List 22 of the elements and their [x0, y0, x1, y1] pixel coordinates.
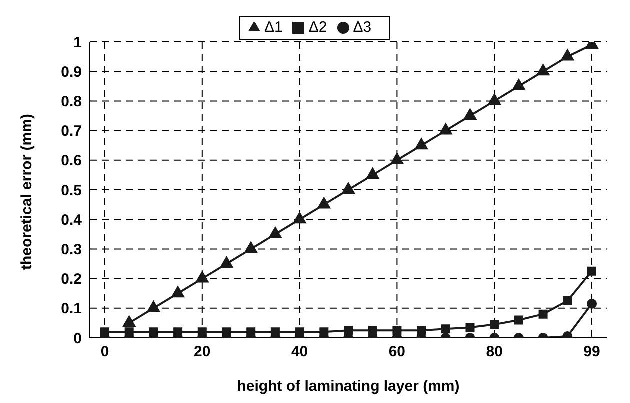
- y-tick-label: 0: [74, 330, 82, 348]
- y-tick-label: 0.5: [61, 182, 82, 200]
- y-tick-label: 1: [74, 34, 82, 52]
- y-axis-title: theoretical error (mm): [18, 114, 36, 270]
- y-tick-label: 0.7: [61, 123, 82, 140]
- x-tick-label: 0: [100, 344, 110, 361]
- x-tick-label: 80: [486, 344, 503, 361]
- y-tick-label: 0.2: [61, 271, 82, 288]
- y-tick-label: 0.8: [61, 94, 82, 111]
- y-tick-label: 0.6: [61, 152, 82, 170]
- x-tick-label: 99: [584, 344, 600, 361]
- x-tick-label: 40: [291, 344, 308, 361]
- legend-label: Δ3: [353, 19, 372, 36]
- legend-label: Δ2: [308, 19, 328, 36]
- x-tick-label: 60: [388, 344, 406, 361]
- y-tick-label: 0.3: [61, 242, 82, 259]
- y-tick-label: 0.4: [61, 212, 83, 229]
- legend-label: Δ1: [264, 19, 283, 36]
- y-tick-label: 0.1: [61, 300, 82, 318]
- y-tick-label: 0.9: [61, 64, 82, 81]
- x-tick-label: 20: [194, 344, 211, 361]
- x-axis-title: height of laminating layer (mm): [237, 378, 460, 395]
